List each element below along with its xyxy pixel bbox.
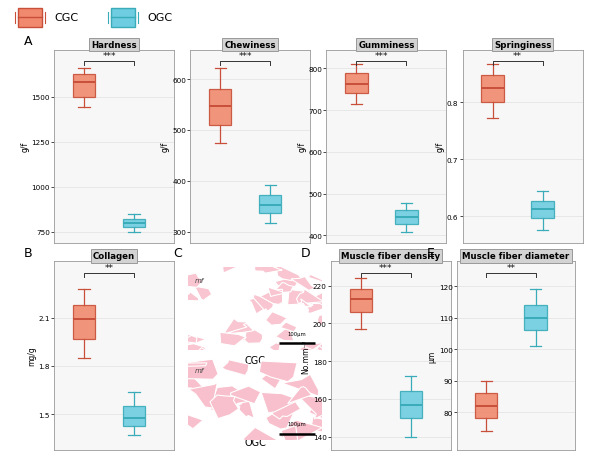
PathPatch shape	[475, 393, 497, 419]
Title: Hardness: Hardness	[91, 41, 137, 50]
PathPatch shape	[259, 196, 281, 213]
PathPatch shape	[209, 90, 232, 126]
Text: A: A	[24, 35, 32, 48]
Text: OGC: OGC	[244, 437, 266, 447]
PathPatch shape	[73, 75, 95, 97]
Text: **: **	[506, 263, 515, 272]
PathPatch shape	[123, 220, 145, 228]
Y-axis label: g/f: g/f	[161, 142, 170, 152]
Title: Muscle fiber diameter: Muscle fiber diameter	[462, 252, 569, 261]
Title: Muscle fiber density: Muscle fiber density	[341, 252, 440, 261]
PathPatch shape	[395, 211, 418, 224]
Text: C: C	[173, 246, 182, 259]
Title: Chewiness: Chewiness	[224, 41, 276, 50]
Y-axis label: g/f: g/f	[436, 142, 445, 152]
PathPatch shape	[481, 76, 504, 103]
PathPatch shape	[73, 305, 95, 339]
Text: ***: ***	[238, 52, 252, 62]
PathPatch shape	[524, 306, 547, 330]
FancyBboxPatch shape	[18, 9, 42, 28]
Text: **: **	[104, 263, 113, 272]
PathPatch shape	[123, 406, 145, 425]
Text: CGC: CGC	[245, 355, 266, 365]
Y-axis label: mg/g: mg/g	[27, 346, 36, 365]
Text: ***: ***	[374, 52, 388, 62]
PathPatch shape	[532, 202, 554, 219]
PathPatch shape	[349, 290, 372, 313]
Title: Springiness: Springiness	[494, 41, 551, 50]
Title: Collagen: Collagen	[93, 252, 135, 261]
Text: CGC: CGC	[54, 13, 78, 23]
Text: E: E	[427, 246, 435, 259]
Text: ***: ***	[379, 263, 392, 272]
Y-axis label: g/f: g/f	[297, 142, 306, 152]
Text: ***: ***	[102, 52, 116, 62]
PathPatch shape	[400, 392, 422, 418]
Text: D: D	[301, 246, 310, 259]
FancyBboxPatch shape	[111, 9, 135, 28]
Y-axis label: g/f: g/f	[20, 142, 29, 152]
Title: Gumminess: Gumminess	[358, 41, 415, 50]
Text: OGC: OGC	[147, 13, 172, 23]
Y-axis label: μm: μm	[428, 350, 437, 362]
Text: B: B	[24, 246, 32, 259]
PathPatch shape	[345, 74, 368, 94]
Text: **: **	[513, 52, 522, 62]
Y-axis label: No.mm⁻²: No.mm⁻²	[302, 339, 311, 373]
